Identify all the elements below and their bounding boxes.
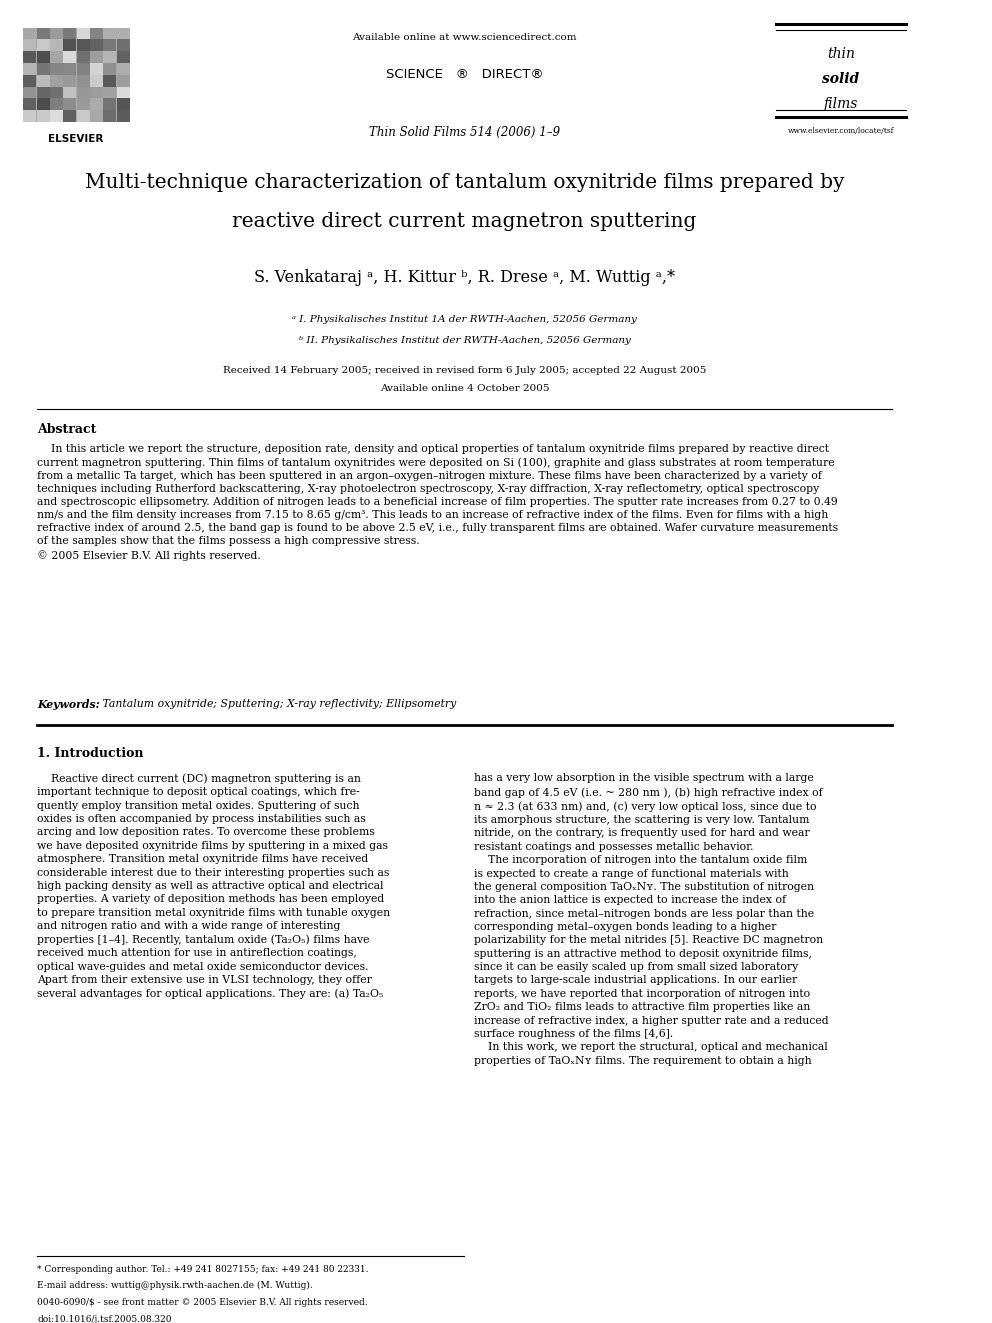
Text: E-mail address: wuttig@physik.rwth-aachen.de (M. Wuttig).: E-mail address: wuttig@physik.rwth-aache…	[37, 1281, 312, 1290]
Text: solid: solid	[822, 71, 859, 86]
Bar	[103, 86, 116, 98]
Bar	[50, 52, 62, 64]
Text: In this article we report the structure, deposition rate, density and optical pr: In this article we report the structure,…	[37, 445, 838, 561]
Bar	[63, 52, 76, 64]
Text: S. Venkataraj ᵃ, H. Kittur ᵇ, R. Drese ᵃ, M. Wuttig ᵃ,*: S. Venkataraj ᵃ, H. Kittur ᵇ, R. Drese ᵃ…	[254, 269, 675, 286]
Bar	[63, 40, 76, 52]
Bar	[90, 86, 103, 98]
Bar	[63, 74, 76, 86]
Bar	[90, 28, 103, 40]
Bar	[23, 110, 37, 122]
Bar	[50, 28, 62, 40]
Bar	[37, 40, 50, 52]
Text: ᵇ II. Physikalisches Institut der RWTH-Aachen, 52056 Germany: ᵇ II. Physikalisches Institut der RWTH-A…	[299, 336, 630, 344]
Text: 0040-6090/$ - see front matter © 2005 Elsevier B.V. All rights reserved.: 0040-6090/$ - see front matter © 2005 El…	[37, 1298, 368, 1307]
Bar	[23, 64, 37, 74]
Bar	[37, 74, 50, 86]
Bar	[103, 64, 116, 74]
Bar	[76, 28, 89, 40]
Bar	[90, 40, 103, 52]
Bar	[90, 110, 103, 122]
Bar	[23, 74, 37, 86]
Bar	[50, 110, 62, 122]
Bar	[117, 98, 130, 110]
Bar	[76, 110, 89, 122]
Bar	[37, 86, 50, 98]
Bar	[50, 64, 62, 74]
Bar	[103, 98, 116, 110]
Bar	[50, 98, 62, 110]
Bar	[117, 86, 130, 98]
Bar	[117, 74, 130, 86]
Bar	[23, 40, 37, 52]
Bar	[117, 28, 130, 40]
Bar	[63, 110, 76, 122]
Text: Thin Solid Films 514 (2006) 1–9: Thin Solid Films 514 (2006) 1–9	[369, 126, 560, 139]
Text: 1. Introduction: 1. Introduction	[37, 747, 144, 761]
Bar	[90, 98, 103, 110]
Bar	[103, 40, 116, 52]
Text: * Corresponding author. Tel.: +49 241 8027155; fax: +49 241 80 22331.: * Corresponding author. Tel.: +49 241 80…	[37, 1265, 369, 1274]
Text: Abstract: Abstract	[37, 423, 96, 437]
Bar	[37, 98, 50, 110]
Bar	[37, 52, 50, 64]
Text: SCIENCE   ®   DIRECT®: SCIENCE ® DIRECT®	[386, 69, 544, 81]
Bar	[90, 52, 103, 64]
Bar	[76, 52, 89, 64]
Bar	[37, 28, 50, 40]
Text: Received 14 February 2005; received in revised form 6 July 2005; accepted 22 Aug: Received 14 February 2005; received in r…	[223, 365, 706, 374]
Text: Available online at www.sciencedirect.com: Available online at www.sciencedirect.co…	[352, 33, 576, 42]
Bar	[103, 74, 116, 86]
Bar	[63, 98, 76, 110]
Text: Keywords:: Keywords:	[37, 699, 100, 709]
Text: thin: thin	[826, 48, 855, 61]
Text: has a very low absorption in the visible spectrum with a large
band gap of 4.5 e: has a very low absorption in the visible…	[474, 774, 828, 1065]
Text: Reactive direct current (DC) magnetron sputtering is an
important technique to d: Reactive direct current (DC) magnetron s…	[37, 774, 390, 999]
Bar	[90, 74, 103, 86]
Bar	[103, 110, 116, 122]
Text: ᵃ I. Physikalisches Institut 1A der RWTH-Aachen, 52056 Germany: ᵃ I. Physikalisches Institut 1A der RWTH…	[292, 315, 637, 324]
Bar	[117, 52, 130, 64]
Bar	[117, 110, 130, 122]
Bar	[37, 64, 50, 74]
Bar	[76, 98, 89, 110]
Bar	[117, 40, 130, 52]
Text: doi:10.1016/j.tsf.2005.08.320: doi:10.1016/j.tsf.2005.08.320	[37, 1315, 172, 1323]
Text: Available online 4 October 2005: Available online 4 October 2005	[380, 384, 550, 393]
Bar	[63, 86, 76, 98]
Text: films: films	[823, 97, 858, 111]
Bar	[23, 86, 37, 98]
Bar	[63, 28, 76, 40]
Bar	[117, 64, 130, 74]
Text: Multi-technique characterization of tantalum oxynitride films prepared by: Multi-technique characterization of tant…	[84, 173, 844, 192]
Bar	[90, 64, 103, 74]
Bar	[37, 110, 50, 122]
Bar	[76, 86, 89, 98]
Bar	[76, 64, 89, 74]
Text: ELSEVIER: ELSEVIER	[49, 134, 104, 144]
Bar	[50, 74, 62, 86]
Bar	[103, 52, 116, 64]
Bar	[103, 28, 116, 40]
Bar	[23, 28, 130, 122]
Bar	[63, 64, 76, 74]
Text: www.elsevier.com/locate/tsf: www.elsevier.com/locate/tsf	[788, 127, 894, 135]
Bar	[50, 40, 62, 52]
Bar	[23, 52, 37, 64]
Bar	[76, 40, 89, 52]
Bar	[23, 28, 37, 40]
Bar	[23, 98, 37, 110]
Text: Tantalum oxynitride; Sputtering; X-ray reflectivity; Ellipsometry: Tantalum oxynitride; Sputtering; X-ray r…	[99, 699, 456, 709]
Text: reactive direct current magnetron sputtering: reactive direct current magnetron sputte…	[232, 213, 696, 232]
Bar	[50, 86, 62, 98]
Bar	[76, 74, 89, 86]
